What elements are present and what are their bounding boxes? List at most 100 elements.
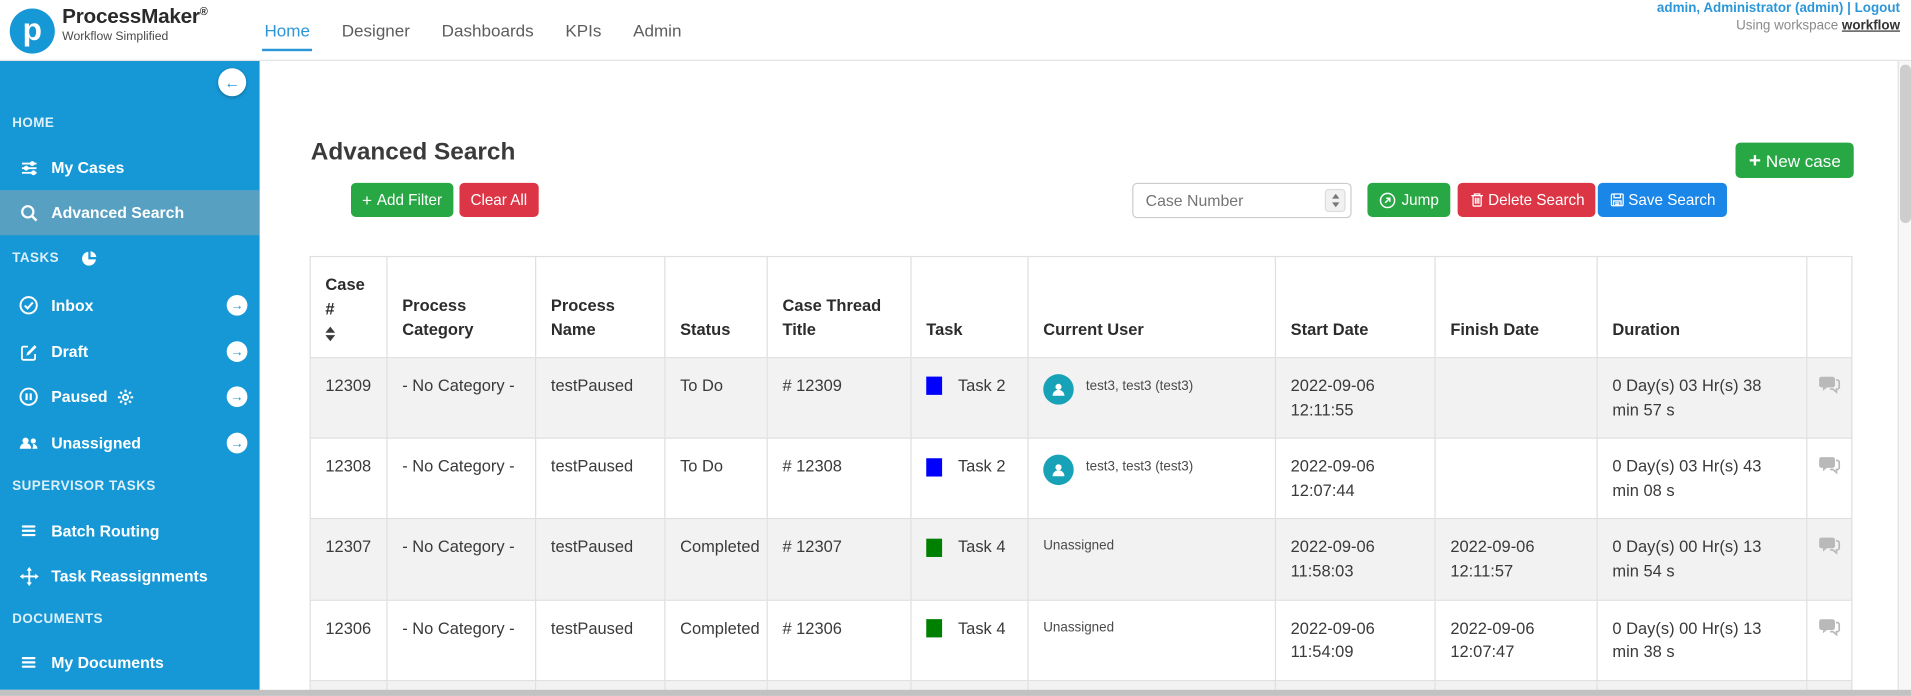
- col-case-number[interactable]: Case #: [309, 255, 388, 359]
- sidebar-item-label: Task Reassignments: [51, 566, 208, 585]
- cell-process-name: testPaused: [535, 357, 666, 440]
- sidebar-item-paused[interactable]: Paused →: [0, 374, 260, 419]
- nav-admin[interactable]: Admin: [633, 20, 682, 40]
- logout-link[interactable]: Logout: [1854, 1, 1901, 16]
- cell-category: - No Category -: [386, 437, 537, 520]
- sidebar-item-inbox[interactable]: Inbox →: [0, 283, 260, 328]
- col-actions: [1806, 255, 1853, 359]
- arrow-right-circle-icon[interactable]: →: [226, 386, 248, 408]
- menu-icon: [17, 522, 40, 540]
- sidebar-item-label: Draft: [51, 342, 89, 361]
- sidebar-item-label: Batch Routing: [51, 521, 160, 540]
- cell-status: To Do: [664, 357, 768, 440]
- section-home: HOME: [12, 115, 55, 131]
- col-current-user: Current User: [1027, 255, 1277, 359]
- case-number-input[interactable]: [1132, 182, 1352, 219]
- arrow-right-circle-icon[interactable]: →: [226, 294, 248, 316]
- cell-process-name: testPaused: [535, 437, 666, 520]
- sidebar-item-draft[interactable]: Draft →: [0, 329, 260, 374]
- vertical-scrollbar[interactable]: [1897, 60, 1911, 690]
- pie-chart-icon[interactable]: [81, 250, 98, 267]
- search-icon: [17, 203, 40, 223]
- cell-duration: 0 Day(s) 03 Hr(s) 38 min 57 s: [1596, 357, 1808, 440]
- nav-home[interactable]: Home: [262, 20, 313, 51]
- col-start-date: Start Date: [1274, 255, 1436, 359]
- sliders-icon: [17, 158, 40, 178]
- cell-category: - No Category -: [386, 357, 537, 440]
- cell-finish-date: [1434, 437, 1598, 520]
- cell-start-date: 2022-09-06 11:54:09: [1274, 599, 1436, 681]
- cell-thread-title: # 12306: [766, 599, 912, 681]
- task-color-square: [926, 377, 943, 396]
- table-row[interactable]: 12306 - No Category - testPaused Complet…: [309, 599, 1853, 681]
- clear-all-button[interactable]: Clear All: [459, 182, 539, 217]
- sidebar-item-unassigned[interactable]: Unassigned →: [0, 420, 260, 465]
- cell-thread-title: # 12309: [766, 357, 912, 440]
- cell-case-number: 12306: [309, 599, 388, 681]
- cell-process-name: testPaused: [535, 599, 666, 681]
- sidebar-item-my-cases[interactable]: My Cases: [0, 145, 260, 190]
- page-title: Advanced Search: [310, 138, 516, 166]
- cell-task: Task 2: [910, 437, 1029, 520]
- processmaker-logo: p: [9, 8, 55, 54]
- cell-category: - No Category -: [386, 599, 537, 681]
- case-number-field: [1132, 182, 1352, 219]
- jump-button[interactable]: Jump: [1367, 182, 1450, 217]
- add-filter-button[interactable]: + Add Filter: [351, 182, 453, 217]
- sidebar: HOME My Cases Advanced Search TASKS Inbo…: [0, 60, 260, 690]
- cell-actions: [1806, 518, 1853, 601]
- horizontal-scrollbar[interactable]: [0, 689, 1911, 696]
- new-case-button[interactable]: + New case: [1735, 142, 1855, 178]
- nav-kpis[interactable]: KPIs: [565, 20, 602, 40]
- cell-process-name: testPaused: [535, 518, 666, 601]
- chat-icon[interactable]: [1817, 616, 1841, 638]
- cell-duration: 0 Day(s) 00 Hr(s) 13 min 54 s: [1596, 518, 1808, 601]
- sidebar-item-advanced-search[interactable]: Advanced Search: [0, 190, 260, 236]
- table-row[interactable]: 12307 - No Category - testPaused Complet…: [309, 518, 1853, 601]
- main-nav: Home Designer Dashboards KPIs Admin: [262, 0, 682, 60]
- sidebar-item-my-documents[interactable]: My Documents: [0, 640, 260, 685]
- task-color-square: [926, 457, 943, 476]
- save-search-button[interactable]: Save Search: [1597, 182, 1727, 217]
- chat-icon[interactable]: [1817, 374, 1841, 396]
- nav-designer[interactable]: Designer: [341, 20, 410, 40]
- col-process-name: Process Name: [535, 255, 666, 359]
- workspace-link[interactable]: workflow: [1841, 17, 1901, 33]
- sidebar-item-batch-routing[interactable]: Batch Routing: [0, 508, 260, 553]
- cell-status: Completed: [664, 518, 768, 601]
- table-row[interactable]: 12309 - No Category - testPaused To Do #…: [309, 357, 1853, 440]
- cell-duration: 0 Day(s) 00 Hr(s) 13 min 38 s: [1596, 599, 1808, 681]
- arrow-right-circle-icon[interactable]: →: [226, 432, 248, 454]
- users-icon: [17, 433, 40, 454]
- scrollbar-thumb[interactable]: [1900, 64, 1911, 224]
- cell-finish-date: 2022-09-06 12:11:57: [1434, 518, 1598, 601]
- registered-mark: ®: [199, 5, 208, 18]
- trash-icon: [1469, 191, 1486, 208]
- sort-icon[interactable]: [325, 326, 371, 342]
- chat-icon[interactable]: [1817, 455, 1841, 477]
- brand-tagline: Workflow Simplified: [62, 30, 169, 45]
- table-row[interactable]: 12308 - No Category - testPaused To Do #…: [309, 437, 1853, 520]
- col-task: Task: [910, 255, 1029, 359]
- cell-current-user: test3, test3 (test3): [1027, 437, 1277, 520]
- sidebar-collapse-button[interactable]: ←: [218, 68, 247, 97]
- nav-dashboards[interactable]: Dashboards: [441, 20, 534, 40]
- cell-case-number: 12308: [309, 437, 388, 520]
- cell-current-user: Unassigned: [1027, 599, 1277, 681]
- gear-icon[interactable]: [117, 388, 134, 405]
- chat-icon[interactable]: [1817, 535, 1841, 557]
- cell-thread-title: # 12307: [766, 518, 912, 601]
- cell-current-user: Unassigned: [1027, 518, 1277, 601]
- delete-search-button[interactable]: Delete Search: [1457, 182, 1596, 217]
- arrow-right-circle-icon[interactable]: →: [226, 341, 248, 362]
- menu-icon: [17, 653, 40, 671]
- col-process-category: Process Category: [386, 255, 537, 359]
- sidebar-item-task-reassignments[interactable]: Task Reassignments: [0, 553, 260, 598]
- number-spinner[interactable]: [1324, 188, 1346, 213]
- edit-icon: [17, 342, 40, 362]
- cell-case-number: 12309: [309, 357, 388, 440]
- task-color-square: [926, 618, 943, 638]
- cell-actions: [1806, 599, 1853, 681]
- chevron-down-icon: [1331, 202, 1339, 208]
- current-user-link[interactable]: admin, Administrator (admin): [1656, 1, 1844, 16]
